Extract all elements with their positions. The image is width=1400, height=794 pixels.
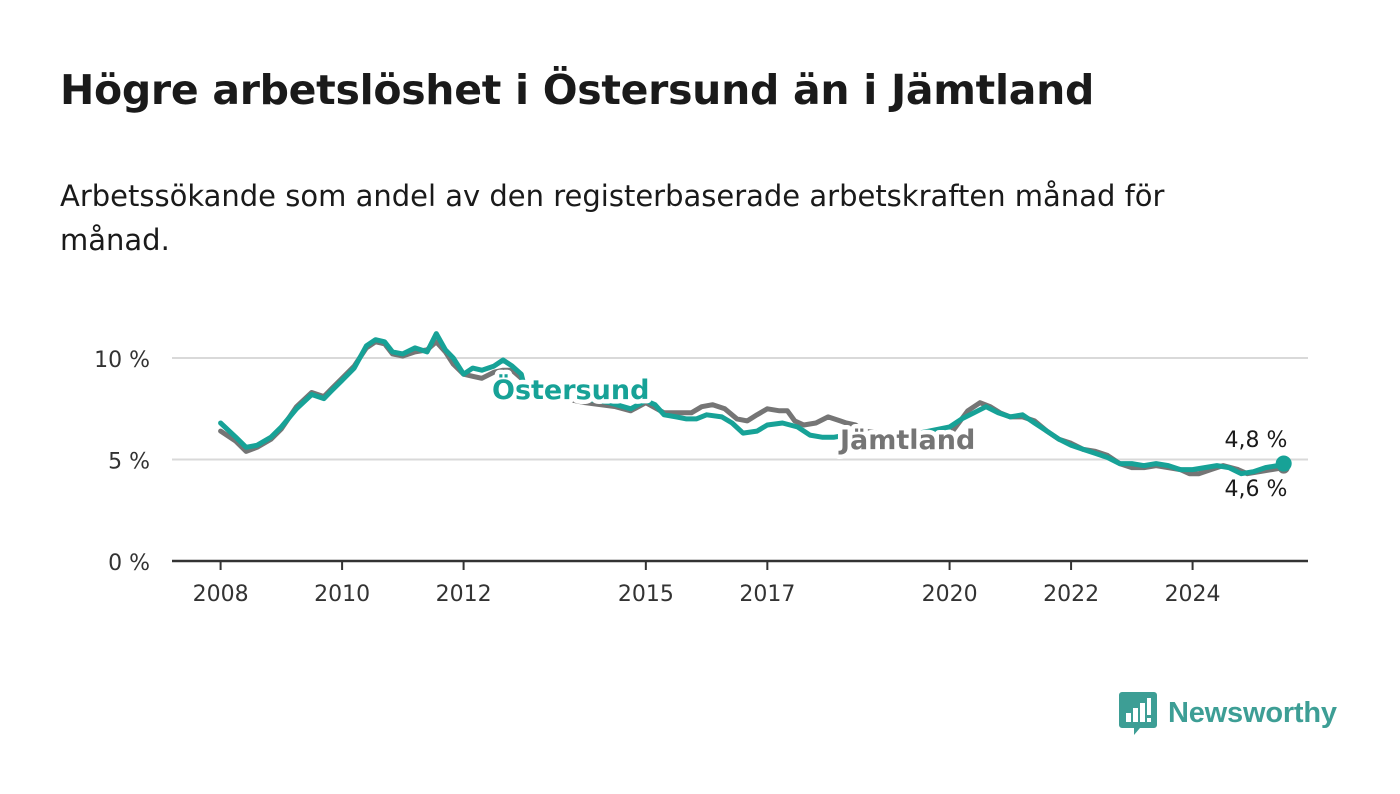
x-tick-label: 2022 [1043, 582, 1099, 607]
x-tick-label: 2012 [436, 582, 492, 607]
chart-subtitle: Arbetssökande som andel av den registerb… [60, 179, 1165, 257]
brand: Newsworthy [1118, 690, 1337, 736]
x-tick-label: 2024 [1165, 582, 1221, 607]
x-tick-label: 2015 [618, 582, 674, 607]
series-label-ostersund: Östersund [492, 373, 649, 406]
x-tick-label: 2008 [193, 582, 249, 607]
newsworthy-logo-icon [1119, 692, 1157, 735]
x-tick-label: 2017 [739, 582, 795, 607]
y-tick-label: 10 % [94, 348, 150, 373]
series-line-jamtland [218, 339, 1287, 477]
series-line-ostersund [218, 331, 1287, 477]
end-point-ostersund [1275, 455, 1292, 472]
end-label-jamtland: 4,6 % [1225, 477, 1288, 502]
series-label-jamtland: Jämtland [838, 425, 975, 456]
brand-name: Newsworthy [1168, 696, 1337, 729]
end-label-ostersund: 4,8 % [1225, 428, 1288, 453]
chart-title: Högre arbetslöshet i Östersund än i Jämt… [60, 66, 1095, 114]
x-tick-label: 2010 [314, 582, 370, 607]
y-tick-label: 0 % [108, 551, 150, 576]
x-tick-label: 2020 [922, 582, 978, 607]
y-tick-label: 5 % [108, 450, 150, 475]
